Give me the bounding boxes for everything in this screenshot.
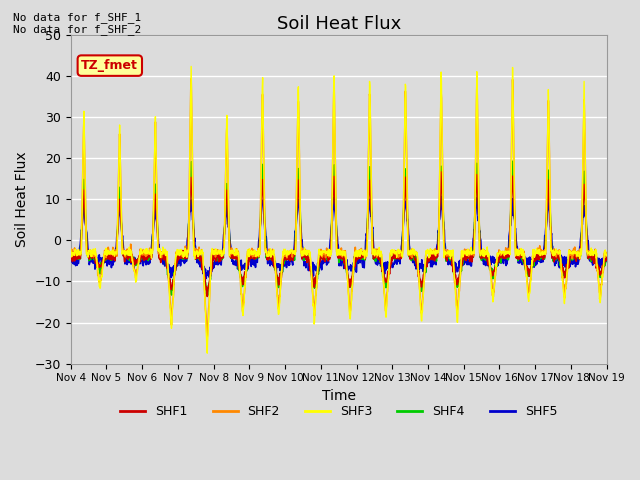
- Text: TZ_fmet: TZ_fmet: [81, 59, 138, 72]
- X-axis label: Time: Time: [322, 389, 356, 403]
- Title: Soil Heat Flux: Soil Heat Flux: [276, 15, 401, 33]
- Text: No data for f_SHF_1
No data for f_SHF_2: No data for f_SHF_1 No data for f_SHF_2: [13, 12, 141, 36]
- Legend: SHF1, SHF2, SHF3, SHF4, SHF5: SHF1, SHF2, SHF3, SHF4, SHF5: [115, 400, 562, 423]
- Y-axis label: Soil Heat Flux: Soil Heat Flux: [15, 151, 29, 247]
